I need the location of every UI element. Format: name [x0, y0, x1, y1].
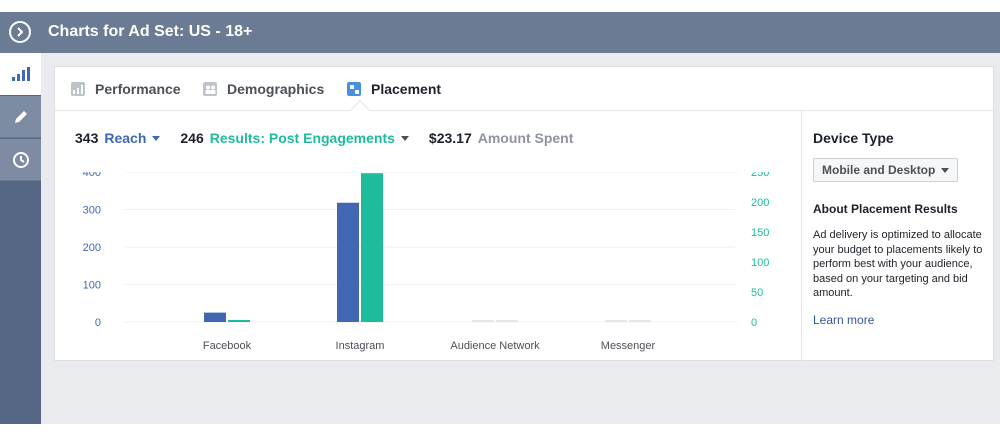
- reach-bar: [605, 320, 627, 322]
- category-label: Messenger: [601, 340, 656, 352]
- spent-metric: $23.17 Amount Spent: [429, 130, 573, 146]
- chevron-right-circle-icon[interactable]: [9, 21, 31, 43]
- results-bar: [361, 173, 383, 322]
- side-panel: Device Type Mobile and Desktop About Pla…: [813, 130, 988, 327]
- people-icon: [203, 82, 217, 96]
- about-title: About Placement Results: [813, 202, 958, 216]
- results-bar: [228, 320, 250, 322]
- reach-bar: [204, 312, 226, 322]
- sidebar: [0, 53, 41, 424]
- tab-label: Placement: [371, 81, 442, 97]
- tab-placement[interactable]: Placement: [347, 79, 441, 99]
- bar-chart-icon: [71, 82, 85, 96]
- left-tick-label: 100: [83, 280, 101, 292]
- reach-bar: [472, 320, 494, 322]
- right-tick-label: 50: [751, 287, 763, 299]
- active-tab-pointer: [350, 100, 370, 120]
- right-tick-label: 100: [751, 257, 769, 269]
- right-tick-label: 150: [751, 227, 769, 239]
- chevron-down-icon: [941, 167, 950, 173]
- metrics-row: 343 Reach 246 Results: Post Engagements …: [75, 130, 593, 146]
- tab-demographics[interactable]: Demographics: [203, 79, 324, 99]
- page-title: Charts for Ad Set: US - 18+: [48, 23, 253, 40]
- right-tick-label: 200: [751, 197, 769, 209]
- right-tick-label: 250: [751, 172, 769, 179]
- results-label: Results: Post Engagements: [209, 130, 395, 146]
- right-tick-label: 0: [751, 317, 757, 329]
- reach-label: Reach: [104, 130, 147, 146]
- placement-bar-chart: 400 300 200 100 0 250 200 150 100 50 0 Facebook Inst…: [83, 172, 769, 352]
- reach-bar: [337, 202, 359, 322]
- category-label: Facebook: [203, 340, 252, 352]
- category-label: Audience Network: [450, 340, 540, 352]
- tab-label: Demographics: [227, 81, 325, 97]
- sidebar-item-history[interactable]: [0, 139, 41, 181]
- clock-icon: [12, 151, 29, 168]
- placement-icon: [347, 82, 361, 96]
- chart-panel: Performance Demographics Placement 343 R…: [54, 66, 995, 361]
- sidebar-item-charts[interactable]: [0, 53, 41, 95]
- panel-divider: [801, 111, 802, 361]
- tab-bar: Performance Demographics Placement: [55, 67, 995, 120]
- spent-value: $23.17: [428, 130, 472, 146]
- chevron-down-icon[interactable]: [152, 135, 161, 141]
- spent-label: Amount Spent: [477, 130, 574, 146]
- left-tick-label: 0: [95, 317, 101, 329]
- category-label: Instagram: [336, 340, 385, 352]
- results-bar: [629, 320, 651, 322]
- left-tick-label: 300: [83, 205, 101, 217]
- chart-window: Charts for Ad Set: US - 18+: [0, 12, 1000, 424]
- device-type-value: Mobile and Desktop: [822, 163, 936, 177]
- results-metric[interactable]: 246 Results: Post Engagements: [180, 130, 409, 146]
- tab-label: Performance: [95, 81, 181, 97]
- header-bar: Charts for Ad Set: US - 18+: [0, 12, 1000, 53]
- results-bar: [496, 320, 518, 322]
- left-tick-label: 200: [83, 242, 101, 254]
- tab-performance[interactable]: Performance: [71, 79, 181, 99]
- learn-more-link[interactable]: Learn more: [813, 312, 875, 327]
- reach-metric[interactable]: 343 Reach: [75, 130, 161, 146]
- results-value: 246: [180, 130, 204, 146]
- pencil-icon: [14, 110, 27, 123]
- device-type-dropdown[interactable]: Mobile and Desktop: [813, 158, 959, 182]
- bar-chart-icon: [11, 67, 30, 81]
- device-type-title: Device Type: [813, 130, 894, 146]
- chevron-down-icon[interactable]: [400, 135, 409, 141]
- left-tick-label: 400: [83, 172, 101, 179]
- reach-value: 343: [75, 130, 99, 146]
- sidebar-item-edit[interactable]: [0, 96, 41, 138]
- about-text: Ad delivery is optimized to allocate you…: [813, 229, 983, 299]
